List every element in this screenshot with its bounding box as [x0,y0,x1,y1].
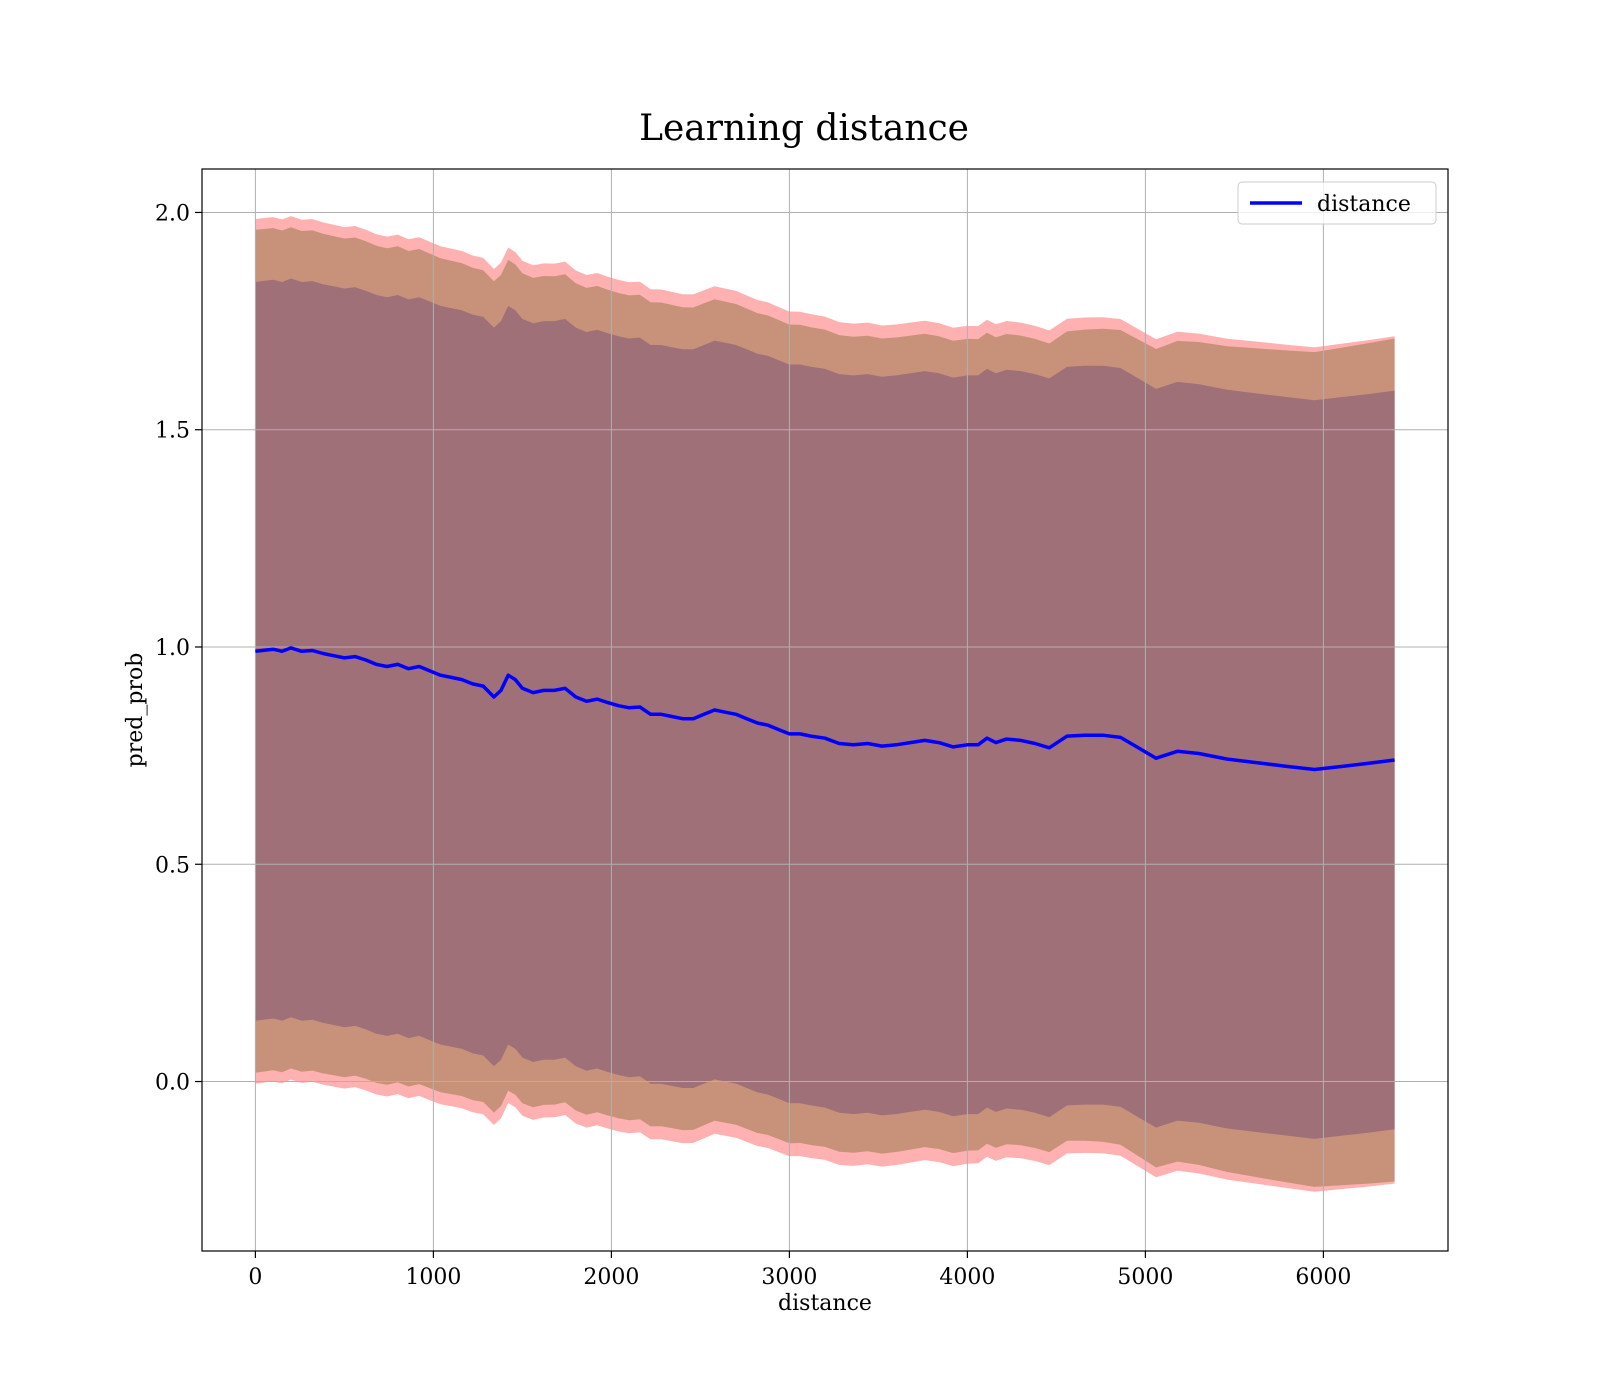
x-tick-label: 4000 [939,1265,995,1290]
y-tick-label: 1.0 [155,636,190,661]
band-inner [255,278,1395,1139]
legend-box [1237,181,1437,225]
x-tick-label: 5000 [1117,1265,1173,1290]
x-tick-label: 6000 [1295,1265,1351,1290]
y-tick-label: 0.5 [155,853,190,878]
confidence-bands [255,216,1395,1192]
y-tick-label: 0.0 [155,1071,190,1096]
y-axis-label: pred_prob [123,653,148,768]
y-tick-label: 1.5 [155,419,190,444]
plot-frame [201,168,1449,1252]
x-tick-label: 2000 [583,1265,639,1290]
x-axis: 0 1000 2000 3000 4000 5000 6000 [248,1251,1351,1290]
legend-label-distance: distance [1317,192,1411,217]
legend: distance [1237,181,1437,225]
series-line-distance [255,646,1395,772]
x-tick-label: 0 [248,1265,262,1290]
x-tick-label: 3000 [761,1265,817,1290]
y-axis: 0.0 0.5 1.0 1.5 2.0 [155,201,202,1096]
x-axis-label: distance [778,1291,872,1316]
series-layer [255,646,1395,772]
y-tick-label: 2.0 [155,201,190,226]
chart-title: Learning distance [639,108,969,149]
x-tick-label: 1000 [405,1265,461,1290]
